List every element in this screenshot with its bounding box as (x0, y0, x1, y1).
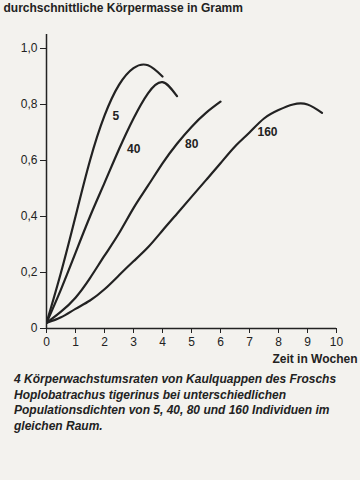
svg-text:40: 40 (127, 142, 141, 156)
svg-text:durchschnittliche Körpermasse: durchschnittliche Körpermasse in Gramm (4, 1, 243, 15)
svg-text:2: 2 (101, 335, 108, 349)
svg-text:0,2: 0,2 (21, 265, 38, 279)
svg-text:0: 0 (43, 335, 50, 349)
svg-text:0,4: 0,4 (21, 209, 38, 223)
svg-text:0,6: 0,6 (21, 153, 38, 167)
svg-text:6: 6 (217, 335, 224, 349)
svg-text:0: 0 (31, 321, 38, 335)
svg-text:9: 9 (304, 335, 311, 349)
svg-text:1: 1 (72, 335, 79, 349)
svg-text:1,0: 1,0 (21, 41, 38, 55)
svg-text:160: 160 (258, 125, 278, 139)
svg-text:Zeit in Wochen: Zeit in Wochen (272, 352, 357, 366)
svg-text:0,8: 0,8 (21, 97, 38, 111)
svg-text:10: 10 (330, 335, 344, 349)
svg-text:5: 5 (113, 109, 120, 123)
svg-text:3: 3 (130, 335, 137, 349)
svg-text:80: 80 (185, 137, 199, 151)
html-text:4 Körperwachstumsraten von Kau: 4 Körperwachstumsraten von Kaulquappen d… (14, 372, 337, 433)
svg-text:5: 5 (188, 335, 195, 349)
svg-text:8: 8 (275, 335, 282, 349)
svg-text:7: 7 (246, 335, 253, 349)
svg-text:4: 4 (159, 335, 166, 349)
